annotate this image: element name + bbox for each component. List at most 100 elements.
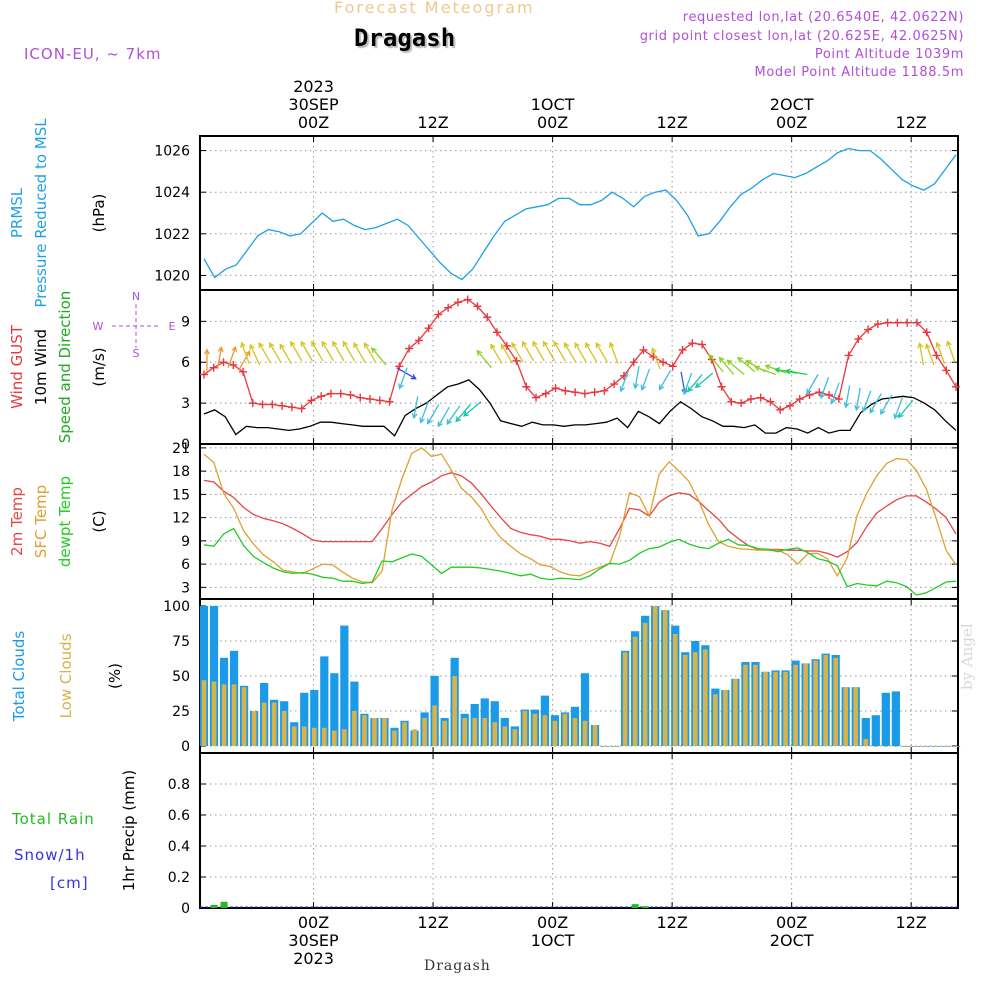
wind-arrow-head bbox=[217, 346, 224, 353]
low-cloud-bar bbox=[953, 746, 959, 747]
gust-marker bbox=[727, 397, 736, 406]
wind-arrow bbox=[363, 342, 377, 363]
low-cloud-bar bbox=[412, 729, 417, 746]
gust-marker bbox=[795, 395, 804, 404]
y-tick-label: 0 bbox=[181, 437, 190, 453]
gust-marker bbox=[932, 351, 941, 360]
wind-arrow-head bbox=[321, 340, 328, 347]
low-cloud-bar bbox=[502, 726, 508, 746]
wind-arrow bbox=[869, 393, 882, 413]
gust-marker bbox=[864, 325, 873, 334]
precip-cm-label: [cm] bbox=[50, 874, 89, 892]
wind-arrow bbox=[249, 344, 261, 366]
wind-arrow-head bbox=[511, 342, 517, 349]
gust-marker bbox=[825, 390, 834, 399]
gust-marker bbox=[551, 384, 560, 393]
wind-arrow-head bbox=[682, 388, 689, 396]
low-cloud-bar bbox=[813, 660, 818, 746]
wind-arrow-head bbox=[897, 412, 904, 419]
wind-arrow-head bbox=[231, 345, 237, 353]
top-time-label: 12Z bbox=[656, 113, 687, 132]
gust-marker bbox=[229, 360, 238, 369]
gust-marker bbox=[414, 336, 423, 345]
wind-arrow bbox=[658, 370, 672, 390]
rain-bar bbox=[210, 904, 218, 908]
wind-arrow bbox=[490, 344, 503, 364]
total-cloud-bar bbox=[310, 690, 319, 746]
wind-arrow-head bbox=[726, 359, 733, 366]
wind-arrow-head bbox=[532, 340, 538, 347]
gust-marker bbox=[561, 386, 570, 395]
gust-marker bbox=[912, 318, 921, 327]
wind-arrow bbox=[476, 350, 492, 369]
gust-marker bbox=[268, 400, 277, 409]
wind-arrow-head bbox=[861, 406, 868, 413]
low-cloud-bar bbox=[693, 652, 698, 746]
gust-marker bbox=[258, 400, 267, 409]
wind-arrow bbox=[880, 394, 893, 415]
unit-label-temperature: (C) bbox=[90, 510, 108, 532]
wind-arrow bbox=[785, 370, 808, 376]
wind-arrow bbox=[727, 359, 745, 375]
gust-marker bbox=[209, 363, 218, 372]
wind-arrow bbox=[353, 342, 366, 363]
wind-arrow bbox=[862, 390, 872, 412]
gust-marker bbox=[678, 345, 687, 354]
gust-marker bbox=[688, 339, 697, 348]
gust-marker bbox=[336, 389, 345, 398]
low-cloud-bar bbox=[281, 711, 287, 746]
wind-arrow bbox=[332, 341, 345, 362]
low-cloud-bar bbox=[883, 746, 889, 747]
gust-marker bbox=[405, 344, 414, 353]
gust-marker bbox=[444, 303, 453, 312]
low-cloud-bar bbox=[432, 705, 437, 746]
gust-marker bbox=[453, 298, 462, 307]
wind-arrow-head bbox=[893, 413, 899, 420]
low-cloud-bar bbox=[833, 657, 838, 746]
gust-marker bbox=[590, 388, 599, 397]
wind-arrow-head bbox=[946, 340, 952, 347]
wind-arrow bbox=[437, 406, 450, 427]
series-line-wind-0 bbox=[203, 298, 957, 411]
wind-arrow bbox=[522, 341, 535, 362]
wind-arrow bbox=[279, 344, 292, 364]
gust-marker bbox=[893, 318, 902, 327]
wind-arrow bbox=[651, 348, 661, 370]
low-cloud-bar bbox=[442, 720, 447, 746]
wind-arrow-head bbox=[553, 340, 559, 347]
gust-marker bbox=[375, 396, 384, 405]
low-cloud-bar bbox=[753, 664, 758, 746]
wind-arrow bbox=[300, 341, 313, 362]
top-time-label: 12Z bbox=[896, 113, 927, 132]
y-tick-label: 0 bbox=[181, 739, 190, 755]
wind-arrow bbox=[511, 342, 524, 363]
low-cloud-bar bbox=[271, 702, 277, 746]
low-cloud-bar bbox=[662, 610, 668, 746]
y-tick-label: 0.8 bbox=[168, 777, 190, 793]
wind-arrow-head bbox=[398, 383, 404, 390]
gust-marker bbox=[776, 405, 785, 414]
panel-label-clouds: Total Clouds bbox=[10, 631, 28, 723]
wind-arrow-head bbox=[658, 384, 665, 391]
wind-arrow bbox=[634, 366, 640, 389]
wind-arrow-head bbox=[240, 341, 246, 348]
y-tick-label: 50 bbox=[172, 669, 190, 685]
unit-label-clouds: (%) bbox=[106, 663, 124, 689]
gust-marker bbox=[346, 390, 355, 399]
gust-marker bbox=[766, 397, 775, 406]
gust-marker bbox=[317, 392, 326, 401]
bottom-time-label: 2OCT bbox=[770, 931, 814, 950]
top-time-label: 00Z bbox=[776, 113, 807, 132]
compass-north: N bbox=[132, 290, 140, 303]
wind-arrow bbox=[898, 399, 914, 418]
low-cloud-bar bbox=[602, 746, 608, 747]
low-cloud-bar bbox=[201, 680, 207, 746]
wind-arrow bbox=[311, 341, 324, 362]
low-cloud-bar bbox=[251, 711, 257, 746]
y-tick-label: 12 bbox=[172, 511, 190, 527]
low-cloud-bar bbox=[261, 702, 267, 746]
low-cloud-bar bbox=[823, 655, 828, 746]
wind-arrow-head bbox=[806, 388, 812, 395]
